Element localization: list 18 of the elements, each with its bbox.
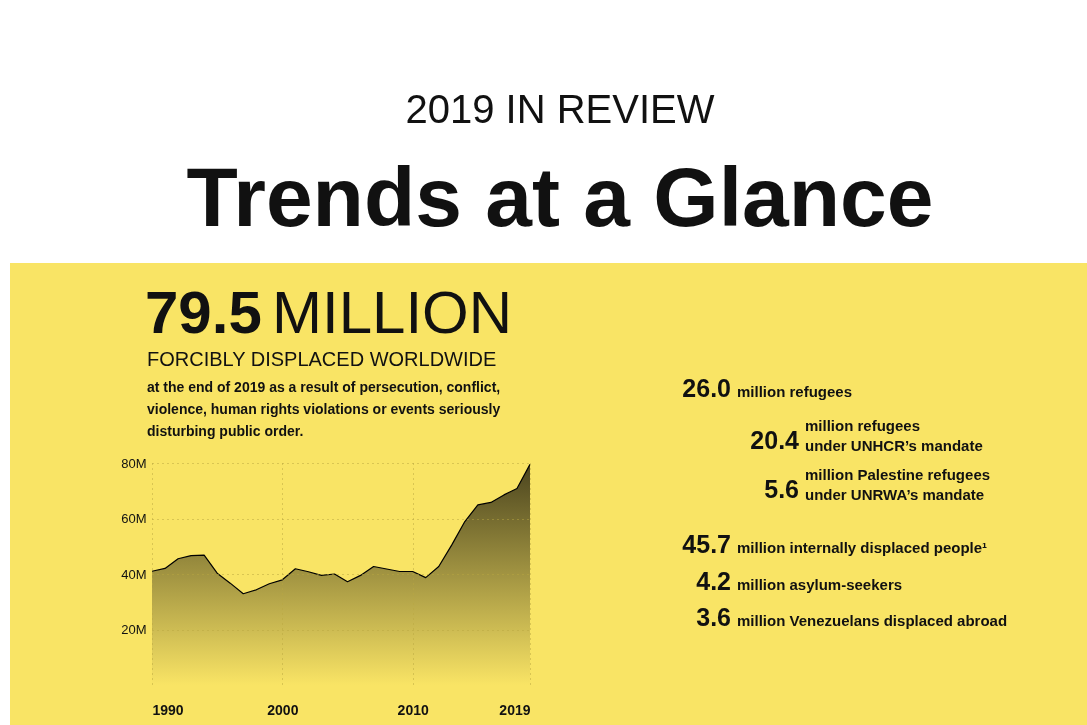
y-tick-label: 40M: [121, 566, 147, 582]
x-tick-label: 1990: [152, 701, 184, 718]
text: FORCIBLY DISPLACED WORLDWIDE: [147, 348, 497, 370]
chart-subtitle: 2019 IN REVIEW: [405, 87, 715, 131]
text: 3.6 million Venezuelans displaced abroad: [696, 603, 1008, 631]
text: 45.7 million internally displaced people¹: [682, 530, 988, 558]
text: 5.6 million Palestine refugees under UNRWA’s mandate: [764, 466, 991, 503]
chart-title: Trends at a Glance: [186, 150, 934, 244]
y-tick-label: 20M: [121, 622, 147, 637]
x-tick-label: 2000: [267, 701, 299, 718]
text: 26.0 million refugees: [682, 374, 853, 402]
x-tick-label: 2010: [397, 701, 429, 718]
text: 79.5 MILLION: [145, 279, 513, 346]
x-tick-label: 2019: [499, 701, 531, 718]
text: 4.2 million asylum-seekers: [696, 567, 903, 595]
y-tick-label: 60M: [121, 511, 147, 526]
y-tick-label: 80M: [121, 455, 147, 471]
text: at the end of 2019 as a result of persecution, conflict, violence, human rights violations or events seriously disturbing public order.: [147, 379, 501, 439]
